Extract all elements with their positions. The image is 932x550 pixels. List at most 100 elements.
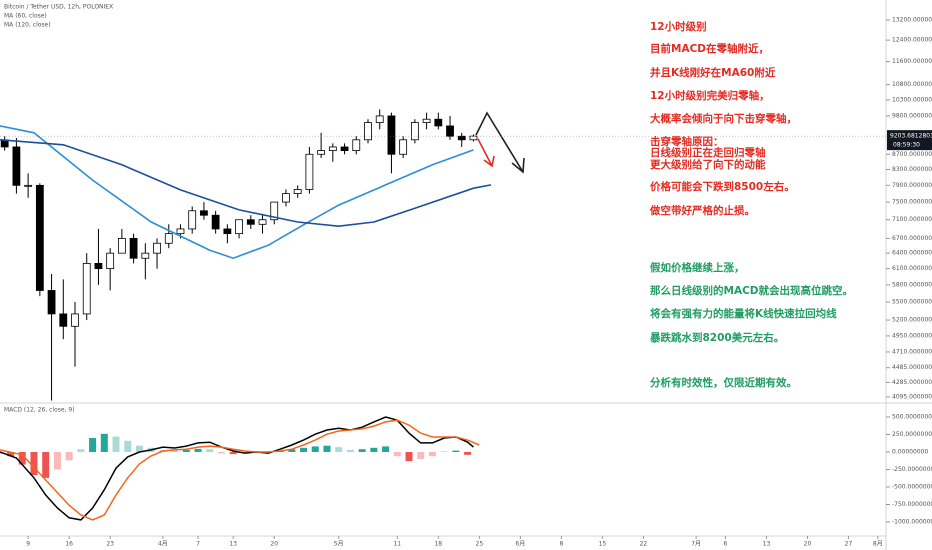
histogram-bar <box>428 452 436 457</box>
histogram-bar <box>323 445 331 453</box>
histogram-bar <box>229 452 237 455</box>
histogram-bar <box>135 445 143 453</box>
y-tick-label: 9800.00000000 <box>892 112 932 119</box>
x-tick-label: 6月 <box>515 541 525 548</box>
candle-body <box>47 290 56 315</box>
candle-body <box>282 193 290 203</box>
y-tick-label: 6700.00000000 <box>892 235 932 242</box>
candle-body <box>153 242 161 254</box>
candle-body <box>235 219 243 235</box>
histogram-bar <box>77 449 85 453</box>
histogram-bar <box>300 447 308 453</box>
candle-body <box>12 146 21 186</box>
y-tick-label: -500.00000000 <box>892 483 932 490</box>
price-label-box <box>887 130 932 151</box>
histogram-bar <box>194 448 202 453</box>
y-tick-label: 7500.00000000 <box>892 199 932 206</box>
x-tick-label: 15 <box>599 541 607 548</box>
y-tick-label: 10800.00000000 <box>892 81 932 88</box>
y-tick-label: 13200.00000000 <box>892 16 932 23</box>
y-tick-label: 6100.00000000 <box>892 265 932 272</box>
x-tick-label: 22 <box>640 541 648 548</box>
x-tick-label: 27 <box>845 541 853 548</box>
candle-body <box>364 122 372 141</box>
histogram-bar <box>417 452 425 460</box>
histogram-bar <box>218 452 225 454</box>
histogram-bar <box>171 450 179 453</box>
y-tick-label: 7100.00000000 <box>892 216 932 223</box>
y-tick-label: 4485.00000000 <box>892 364 932 371</box>
candle-body <box>328 146 337 151</box>
red-arrow-head <box>483 155 495 168</box>
candle-body <box>211 214 220 230</box>
red-arrow <box>477 138 493 167</box>
x-tick-label: 13 <box>229 541 237 548</box>
annotation: 将会有强有力的能量将K线快速拉回均线 <box>650 307 837 320</box>
candle-body <box>24 184 33 187</box>
y-tick-label: 0.00000000 <box>892 449 928 456</box>
annotation: 做空带好严格的止损。 <box>649 204 755 217</box>
histogram-bar <box>382 446 390 453</box>
histogram-bar <box>358 449 366 453</box>
histogram-bar <box>440 451 448 453</box>
candle-body <box>223 228 232 235</box>
candle-body <box>35 184 44 291</box>
y-tick-label: 4285.00000000 <box>892 379 932 386</box>
candle-body <box>141 252 150 259</box>
histogram-bar <box>100 433 108 453</box>
candle-body <box>352 139 361 151</box>
arrows <box>475 111 525 174</box>
annotation: 12小时级别完美归零轴， <box>650 89 770 102</box>
y-tick-label: 8300.00000000 <box>892 166 932 173</box>
histogram-bar <box>405 452 413 462</box>
x-tick-label: 4月 <box>158 541 168 548</box>
histogram-bar <box>464 452 472 455</box>
y-tick-label: -250.00000000 <box>892 466 932 473</box>
x-tick-label: 9 <box>26 541 30 548</box>
y-tick-label: -750.00000000 <box>892 501 932 508</box>
macd-title: MACD (12, 26, close, 9) <box>4 407 75 414</box>
histogram-bar <box>89 438 97 453</box>
candle-body <box>305 153 314 190</box>
candle-body <box>410 122 419 141</box>
histogram-bar <box>452 450 460 453</box>
x-tick-label: 16 <box>65 541 73 548</box>
histogram-bar <box>30 452 38 476</box>
x-tick-label: 6 <box>724 541 728 548</box>
candle-body <box>59 313 68 327</box>
line <box>0 125 474 260</box>
y-tick-label: 250.00000000 <box>892 431 932 438</box>
y-tick-label: 5800.00000000 <box>892 281 932 288</box>
candle-body <box>317 150 326 155</box>
x-tick-label: 18 <box>434 541 442 548</box>
candle-body <box>82 262 91 315</box>
candle-body <box>340 146 349 151</box>
histogram-bar <box>42 452 50 478</box>
y-tick-label: 5200.00000000 <box>892 317 932 324</box>
y-tick-label: 4710.00000000 <box>892 348 932 355</box>
annotation: 日线级别正在走回归零轴 <box>650 146 766 159</box>
black-arrow-head <box>511 157 525 174</box>
histogram-bar <box>335 447 343 453</box>
legend-entry: MA (120, close) <box>4 22 51 29</box>
candle-body <box>375 115 384 123</box>
annotation: 并且K线刚好在MA60附近 <box>650 66 776 79</box>
x-tick-label: 5月 <box>334 541 344 548</box>
y-tick-label: 6400.00000000 <box>892 250 932 257</box>
annotation: 击穿零轴原因： <box>650 135 724 148</box>
annotation: 暴跌跳水到8200美元左右。 <box>649 331 784 344</box>
black-arrow <box>475 111 524 173</box>
line <box>0 419 480 521</box>
chart-title: Bitcoin / Tether USD, 12h, POLONIEX <box>4 4 113 11</box>
candle-body <box>270 201 279 221</box>
histogram-bar <box>18 452 26 465</box>
line <box>0 139 492 228</box>
histogram-bar <box>311 446 319 453</box>
legend-entry: MA (60, close) <box>4 13 47 20</box>
y-tick-label: 500.00000000 <box>892 414 932 421</box>
histogram-bar <box>182 449 190 453</box>
annotation: 更大级别给了向下的动能 <box>650 158 766 171</box>
y-tick-label: 4950.00000000 <box>892 332 932 339</box>
